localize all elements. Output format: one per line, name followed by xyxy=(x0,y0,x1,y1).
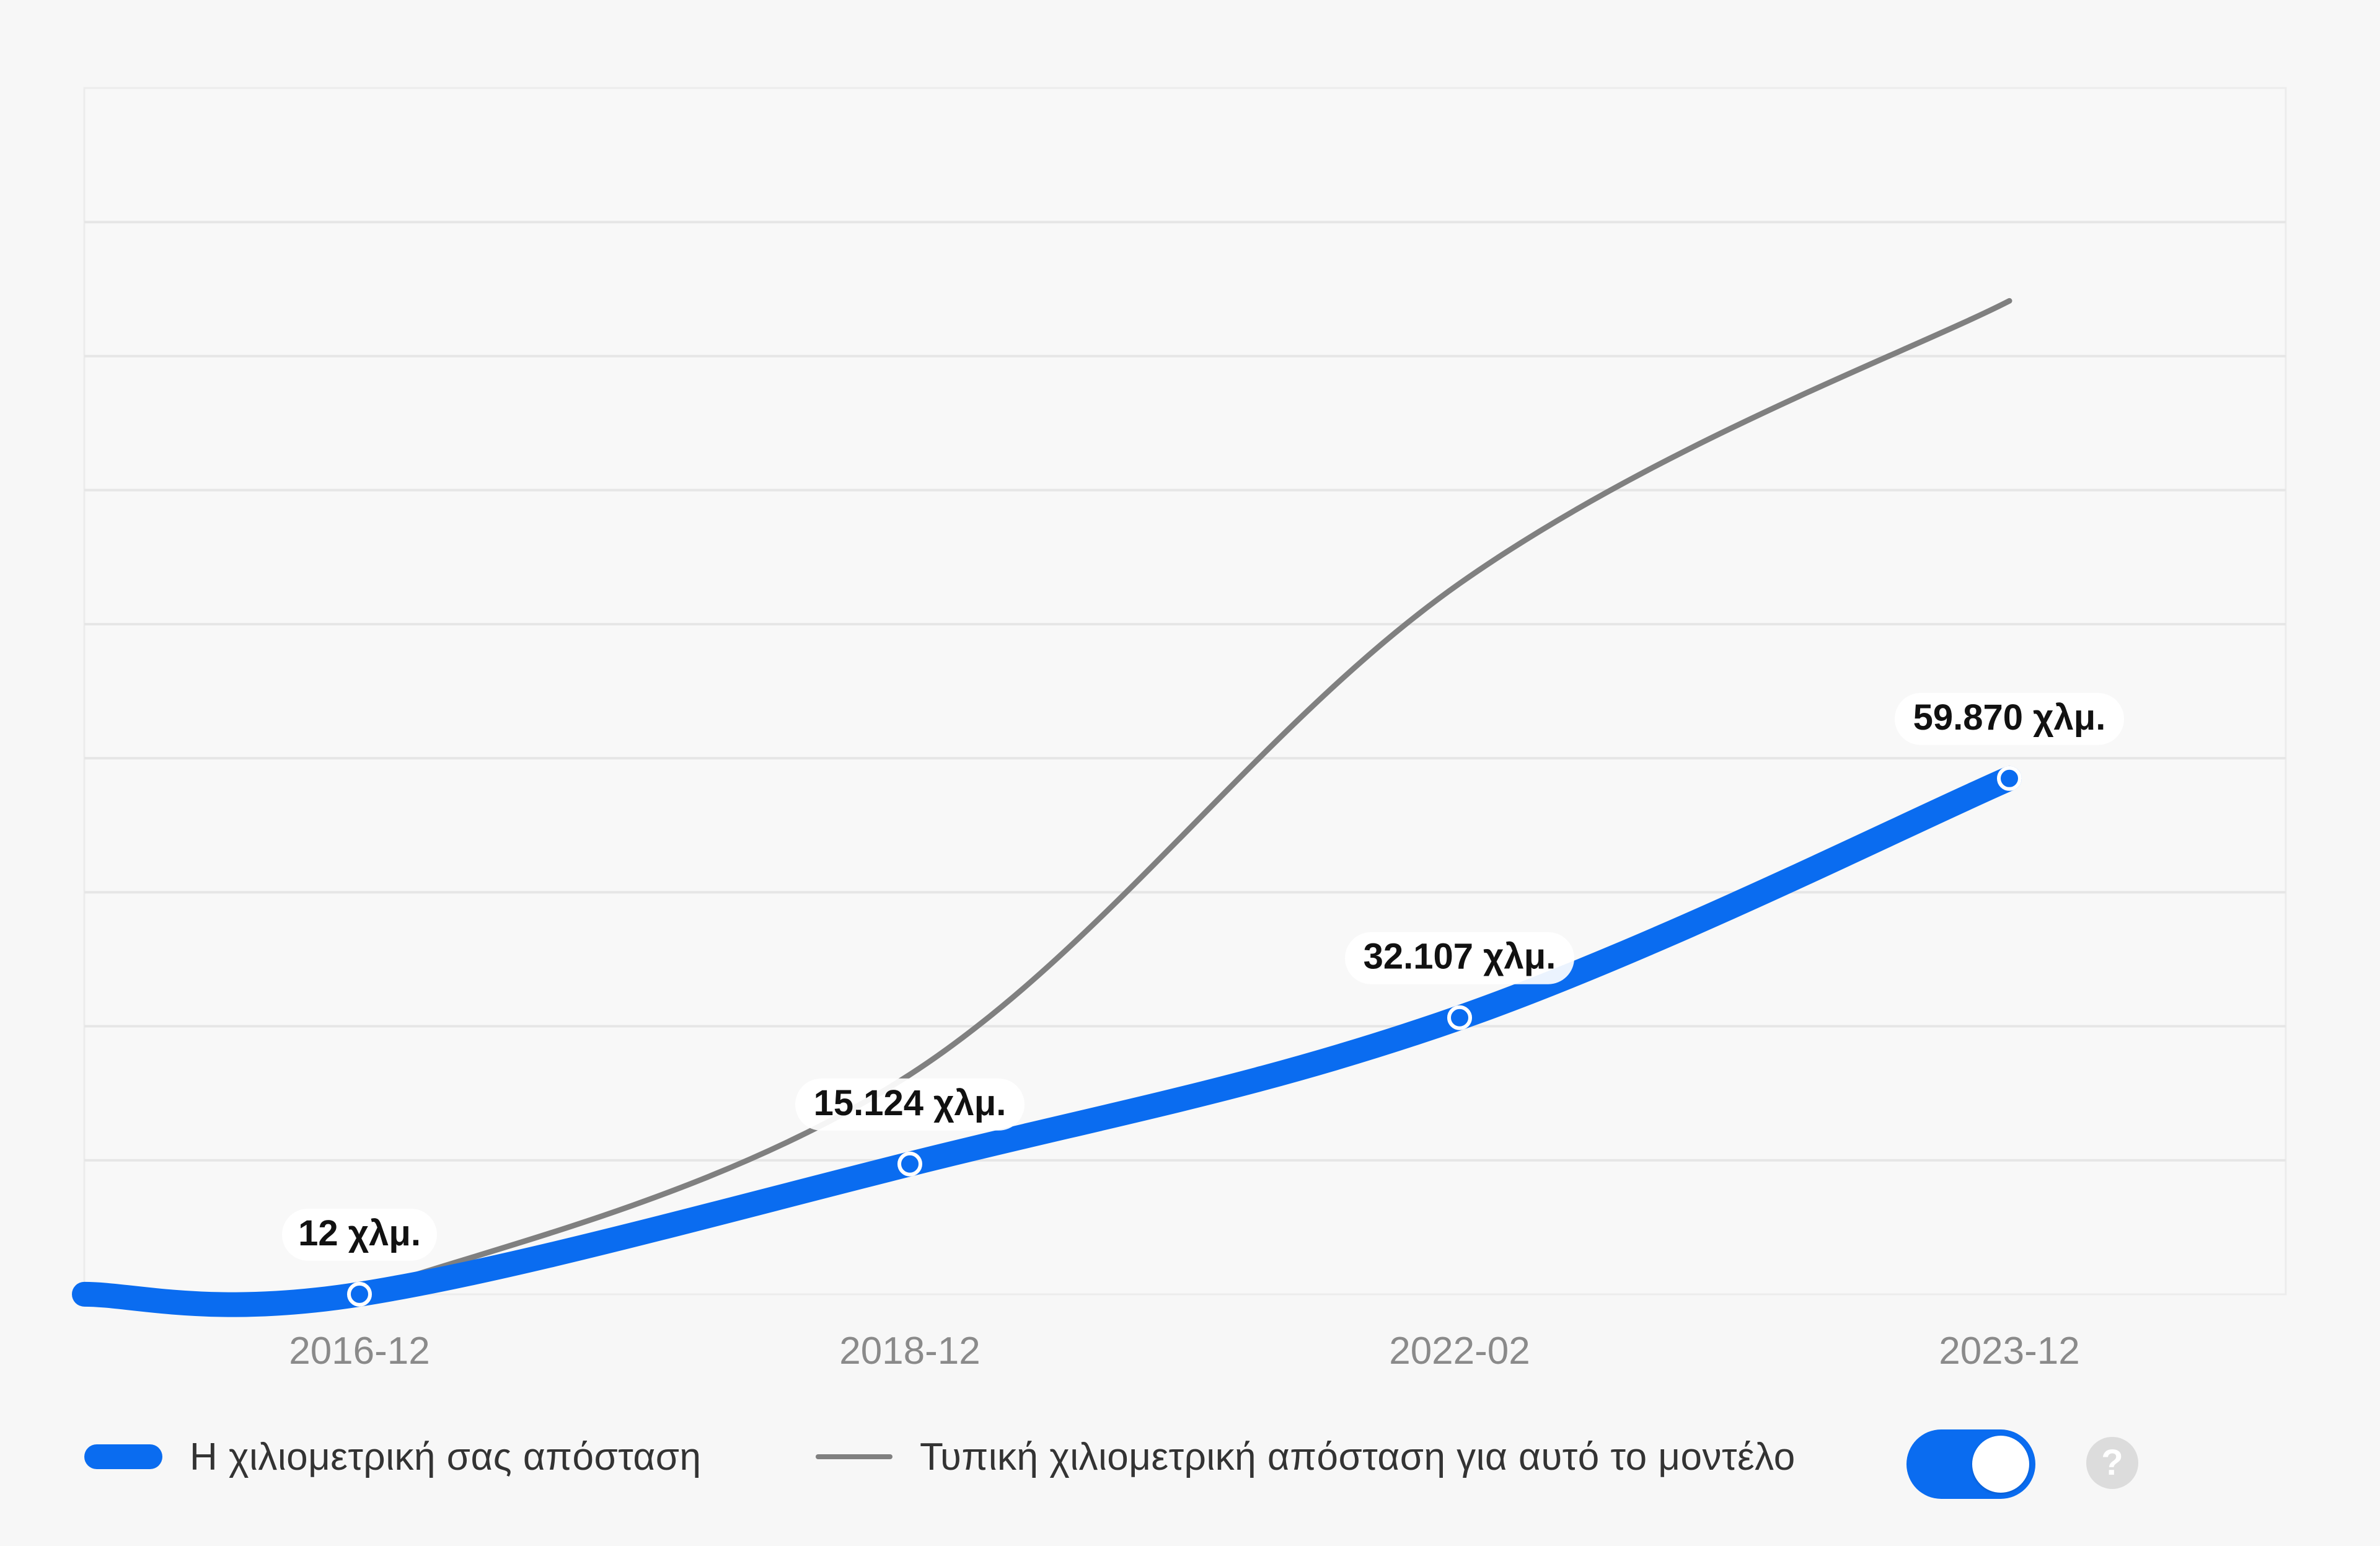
legend-item-typical-mileage: Τυπική χιλιομετρική απόσταση για αυτό το… xyxy=(816,1420,1796,1494)
legend-label-your-mileage: Η χιλιομετρική σας απόσταση xyxy=(190,1435,702,1478)
data-label-your-mileage: 12 χλμ. xyxy=(298,1213,421,1253)
chart-legend: Η χιλιομετρική σας απόσταση Τυπική χιλιο… xyxy=(0,1382,2380,1546)
legend-swatch-your-mileage xyxy=(84,1444,162,1469)
data-label-background xyxy=(795,1078,1025,1131)
series-line-your-mileage xyxy=(72,766,2022,1317)
legend-label-typical-mileage: Τυπική χιλιομετρική απόσταση για αυτό το… xyxy=(920,1435,1796,1478)
data-label-your-mileage: 59.870 χλμ. xyxy=(1913,697,2106,738)
legend-swatch-typical-mileage xyxy=(816,1454,892,1459)
data-point-your-mileage xyxy=(1447,1005,1472,1030)
legend-item-your-mileage: Η χιλιομετρική σας απόσταση xyxy=(84,1420,701,1494)
data-point-your-mileage xyxy=(1997,766,2022,791)
plot-area xyxy=(83,87,2287,1296)
data-label-your-mileage: 32.107 χλμ. xyxy=(1364,937,1556,977)
data-point-your-mileage xyxy=(897,1151,922,1177)
x-tick-label: 2023-12 xyxy=(1939,1330,2080,1372)
x-tick-label: 2022-02 xyxy=(1389,1330,1530,1372)
data-point-your-mileage xyxy=(347,1281,372,1307)
help-icon[interactable]: ? xyxy=(2086,1437,2138,1489)
data-label-your-mileage: 15.124 χλμ. xyxy=(814,1083,1007,1123)
data-label-background xyxy=(1345,932,1574,984)
x-tick-label: 2018-12 xyxy=(839,1330,981,1372)
chart-svg: 12 χλμ. 15.124 χλμ. 32.107 χλμ. 59.870 χλμ.… xyxy=(72,87,2287,1372)
x-tick-label: 2016-12 xyxy=(289,1330,430,1372)
data-label-background xyxy=(1895,692,2124,745)
series-line-typical-mileage xyxy=(356,298,2012,1297)
typical-mileage-toggle[interactable] xyxy=(1906,1429,2035,1499)
toggle-knob xyxy=(1972,1436,2029,1493)
data-label-background xyxy=(282,1208,437,1261)
mileage-chart: 12 χλμ. 15.124 χλμ. 32.107 χλμ. 59.870 χλμ.… xyxy=(72,87,2287,1372)
